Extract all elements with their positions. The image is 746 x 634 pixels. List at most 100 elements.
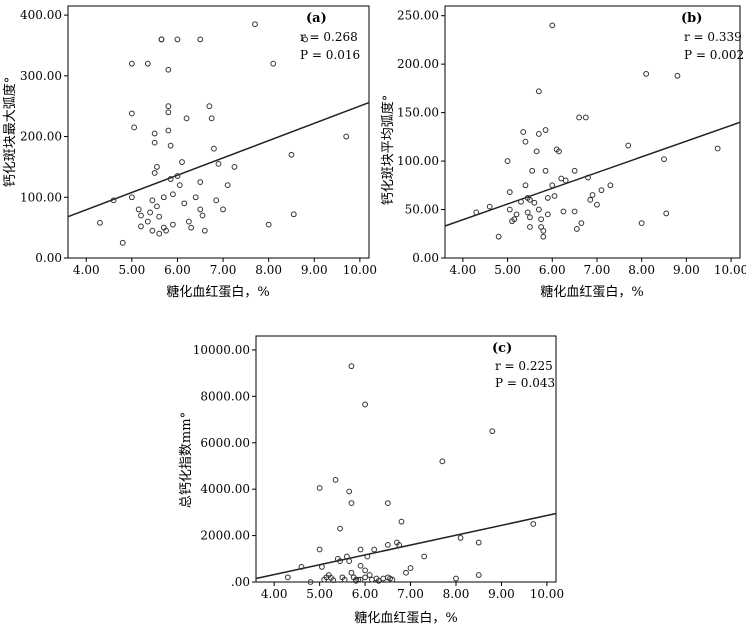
panel-c-r-value: r = 0.225	[495, 359, 553, 373]
data-point	[369, 576, 375, 583]
data-point	[527, 214, 533, 221]
data-point	[174, 36, 181, 43]
data-point	[316, 485, 323, 491]
x-tick-label: 5.00	[118, 263, 145, 277]
y-tick-label: 250.00	[397, 9, 439, 23]
data-point	[625, 142, 632, 149]
data-point	[284, 574, 291, 581]
panel-a-p-value: P = 0.016	[300, 48, 360, 62]
data-point	[489, 428, 496, 435]
x-tick-label: 9.00	[673, 263, 700, 277]
panel-b-r-value: r = 0.339	[684, 30, 742, 44]
data-point	[495, 233, 502, 240]
data-point	[473, 209, 480, 216]
data-point	[119, 239, 126, 246]
x-tick-label: 7.00	[210, 263, 237, 277]
x-tick-label: 6.00	[352, 587, 379, 601]
data-point	[607, 182, 614, 189]
y-tick-label: 150.00	[397, 106, 439, 120]
data-point	[341, 576, 348, 583]
data-point	[332, 476, 339, 483]
data-point	[154, 164, 160, 170]
regression-line	[67, 101, 370, 218]
data-point	[181, 200, 188, 207]
data-point	[290, 211, 297, 218]
panel-b-y-axis-label: 钙化斑块平均弧度°	[380, 95, 396, 206]
x-tick-label: 9.00	[301, 263, 328, 277]
data-point	[375, 577, 382, 584]
data-point	[524, 209, 531, 216]
data-point	[357, 562, 364, 569]
data-point	[531, 199, 538, 206]
data-point	[158, 36, 165, 43]
data-point	[571, 167, 578, 174]
data-point	[144, 218, 151, 225]
data-point	[208, 115, 215, 122]
y-tick-label: 400.00	[20, 8, 62, 22]
data-point	[128, 194, 135, 201]
data-point	[97, 219, 103, 226]
data-point	[344, 553, 350, 560]
data-point	[316, 546, 323, 553]
data-point	[174, 173, 181, 179]
data-point	[573, 226, 580, 232]
panel-c-scatter: 4.00 5.00 6.00 7.00 8.00 9.00 10.00 .00 2000.00 4…	[179, 335, 564, 626]
data-point	[527, 196, 533, 203]
data-point	[165, 103, 172, 110]
data-point	[362, 567, 368, 574]
data-point	[396, 541, 403, 548]
data-point	[167, 142, 174, 149]
data-point	[594, 201, 600, 208]
x-tick-label: 4.00	[261, 587, 288, 601]
data-point	[265, 221, 272, 228]
data-point	[346, 488, 353, 495]
data-point	[475, 539, 482, 546]
data-point	[589, 192, 596, 198]
panel-c-label: (c)	[492, 341, 512, 356]
y-tick-label: 100.00	[397, 154, 439, 168]
data-point	[674, 72, 681, 79]
data-point	[288, 151, 295, 158]
data-point	[188, 224, 195, 231]
y-tick-label: 10000.00	[193, 343, 250, 357]
data-point	[169, 221, 176, 228]
data-point	[362, 574, 368, 581]
data-point	[220, 206, 226, 213]
x-tick-label: 7.00	[584, 263, 611, 277]
x-tick-label: 8.00	[628, 263, 655, 277]
data-point	[346, 558, 353, 565]
data-point	[533, 148, 540, 155]
data-point	[535, 206, 542, 213]
data-point	[192, 194, 199, 201]
y-tick-label: 300.00	[20, 69, 62, 83]
x-tick-label: 8.00	[443, 587, 470, 601]
data-point	[348, 363, 355, 370]
x-tick-label: 10.00	[714, 263, 746, 277]
data-point	[337, 525, 343, 532]
panel-b-x-axis-label: 糖化血红蛋白，%	[540, 284, 643, 300]
panel-c-p-value: P = 0.043	[495, 376, 555, 390]
data-point	[540, 233, 547, 240]
panel-c-x-axis-label: 糖化血红蛋白，%	[354, 610, 457, 626]
data-point	[439, 458, 446, 465]
data-point	[538, 216, 544, 223]
data-point	[343, 133, 350, 140]
data-point	[504, 158, 511, 164]
data-point	[513, 211, 520, 218]
data-point	[165, 109, 172, 116]
data-point	[520, 129, 527, 135]
data-point	[337, 558, 343, 565]
data-point	[549, 182, 556, 189]
data-point	[197, 206, 204, 213]
data-point	[576, 114, 582, 121]
panel-b-frame	[444, 5, 741, 259]
data-point	[582, 114, 589, 121]
data-point	[224, 182, 231, 189]
data-point	[556, 148, 562, 155]
data-point	[149, 197, 156, 204]
data-point	[362, 401, 368, 408]
data-point	[197, 36, 204, 43]
panel-a-x-axis-label: 糖化血红蛋白，%	[166, 284, 269, 300]
x-tick-label: 5.00	[306, 587, 333, 601]
y-tick-label: 50.00	[405, 203, 439, 217]
